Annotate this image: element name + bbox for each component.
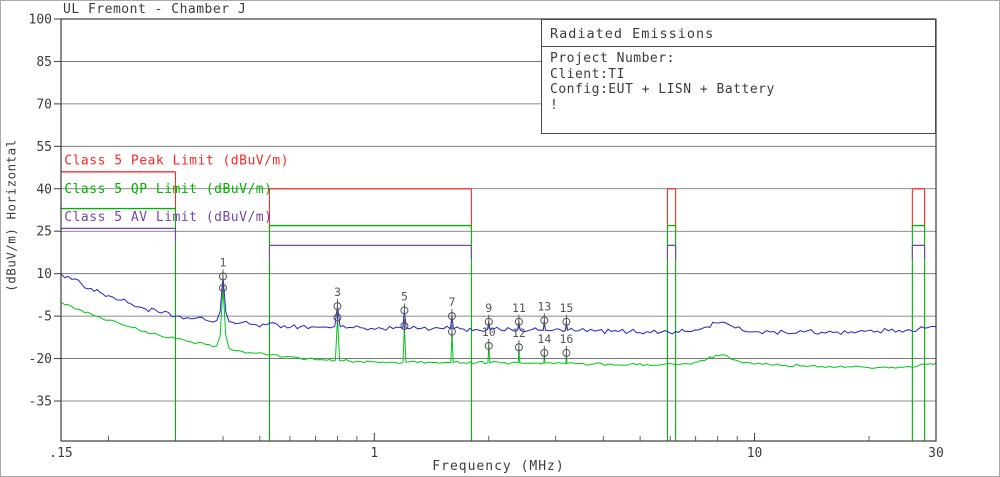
marker-circle [540, 348, 549, 357]
limit-label: Class 5 AV Limit (dBuV/m) [64, 210, 272, 225]
marker-number: 3 [334, 285, 341, 299]
marker-circle [333, 302, 342, 311]
info-box-lines: Project Number: Client:TI Config:EUT + LIS… [542, 47, 935, 117]
info-line: Config:EUT + LISN + Battery [550, 82, 775, 97]
marker-number: 1 [220, 255, 227, 269]
info-box-title: Radiated Emissions [542, 20, 935, 47]
limit-label: Class 5 Peak Limit (dBuV/m) [64, 153, 289, 168]
marker-circle [447, 327, 456, 336]
limit-lines: Class 5 Peak Limit (dBuV/m) Class 5 QP Li… [61, 153, 926, 441]
marker-number: 11 [512, 301, 526, 315]
marker-circle [333, 313, 342, 322]
marker-circle [562, 317, 571, 326]
marker-circle [514, 343, 523, 352]
y-tick-label: 70 [36, 97, 52, 112]
marker-number: 12 [512, 326, 526, 340]
y-tick-label: 55 [36, 140, 52, 155]
marker-circle [562, 348, 571, 357]
x-axis-label: Frequency (MHz) [432, 459, 565, 474]
page-title: UL Fremont - Chamber J [63, 2, 247, 17]
marker-circle [447, 312, 456, 321]
marker-circle [218, 272, 227, 281]
plot-frame [60, 18, 937, 442]
x-tick-label: 10 [747, 446, 763, 461]
y-tick-label: -5 [36, 310, 52, 325]
y-tick-label: 40 [36, 182, 52, 197]
marker-number: 15 [559, 301, 573, 315]
marker-circle [484, 317, 493, 326]
marker-circle [484, 341, 493, 350]
y-tick-label: 25 [36, 225, 52, 240]
x-tick-label: .15 [49, 446, 72, 461]
info-line: Project Number: [550, 51, 675, 66]
marker-number: 5 [401, 289, 408, 303]
y-tick-label: -35 [29, 395, 52, 410]
y-tick-label: -20 [29, 352, 52, 367]
marker-circle [218, 283, 227, 292]
marker-number: 16 [559, 332, 573, 346]
marker-number: 10 [482, 325, 496, 339]
marker-circle [514, 317, 523, 326]
trace-average [60, 287, 937, 369]
marker-circle [400, 306, 409, 315]
trace-peak [60, 273, 937, 336]
y-axis-label: (dBuV/m) Horizontal [3, 139, 19, 292]
y-tick-label: 10 [36, 267, 52, 282]
marker-number: 13 [537, 299, 551, 313]
info-line: Client:TI [550, 66, 625, 82]
marker-circle [540, 316, 549, 325]
info-line: ! [550, 97, 559, 113]
x-tick-label: 1 [370, 446, 378, 461]
y-tick-label: 85 [36, 55, 52, 70]
marker-number: 9 [485, 301, 492, 315]
x-tick-label: 30 [928, 446, 944, 461]
y-tick-label: 100 [29, 13, 52, 28]
marker-circle [400, 322, 409, 331]
limit-label: Class 5 QP Limit (dBuV/m) [64, 182, 272, 197]
info-box: Radiated Emissions Project Number: Client… [541, 19, 936, 134]
marker-number: 14 [537, 332, 551, 346]
marker-number: 7 [448, 295, 455, 309]
